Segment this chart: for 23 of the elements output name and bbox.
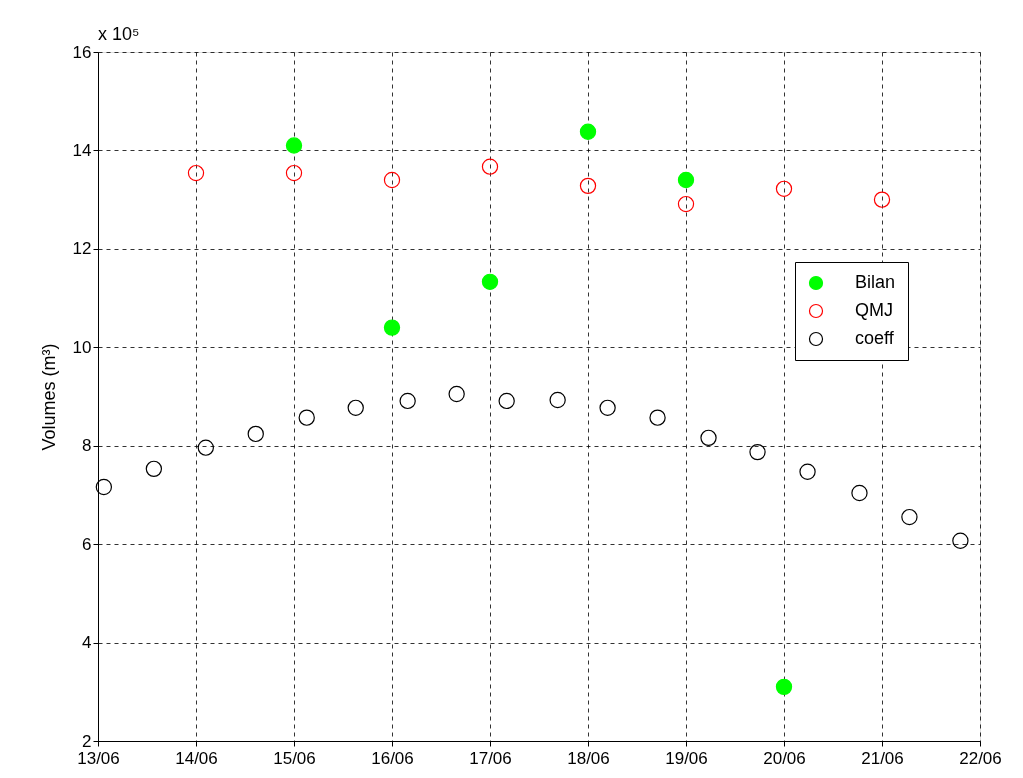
x-tick-label: 22/06: [959, 748, 1002, 768]
y-tick-label: 10: [72, 337, 92, 357]
x-tick-label: 14/06: [175, 748, 218, 768]
y-axis-title: Volumes (m³): [38, 343, 59, 451]
legend-label: QMJ: [855, 300, 893, 320]
y-tick-label: 8: [82, 436, 92, 456]
x-tick-label: 16/06: [371, 748, 414, 768]
x-tick-label: 17/06: [469, 748, 512, 768]
legend-label: Bilan: [855, 272, 896, 292]
x-tick-label: 13/06: [77, 748, 120, 768]
y-tick-label: 6: [82, 534, 92, 554]
y-tick-label: 12: [72, 239, 92, 259]
x-tick-label: 19/06: [665, 748, 708, 768]
text: x 10⁵: [98, 24, 140, 44]
x-tick-label: 15/06: [273, 748, 316, 768]
legend-label: coeff: [855, 328, 895, 348]
y-tick-label: 14: [72, 140, 92, 160]
y-tick-label: 16: [72, 42, 92, 62]
x-tick-label: 18/06: [567, 748, 610, 768]
x-tick-label: 21/06: [861, 748, 904, 768]
y-tick-label: 2: [82, 731, 92, 751]
x-tick-label: 20/06: [763, 748, 806, 768]
y-tick-label: 4: [82, 633, 92, 653]
